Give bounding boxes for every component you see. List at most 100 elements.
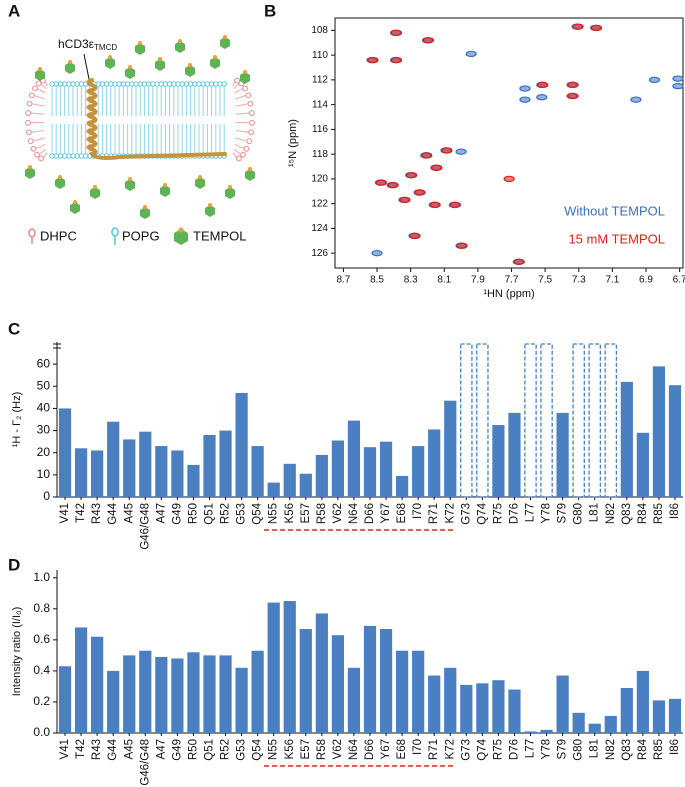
dhpc-head [27, 138, 34, 145]
peak [672, 82, 684, 90]
x-tick-label: K56 [284, 739, 296, 759]
dhpc-tail [30, 112, 45, 115]
legend-text: POPG [122, 228, 160, 243]
dhpc-head [25, 129, 32, 136]
bar [235, 667, 248, 733]
legend-text: DHPC [40, 228, 77, 243]
tempol-nitroxide [228, 185, 232, 189]
x-tick-label: R75 [492, 739, 504, 760]
x-tick-label: Y67 [380, 739, 392, 759]
bar [74, 448, 88, 497]
legend-text: TEMPOL [193, 228, 246, 243]
legend-text: Without TEMPOL [564, 203, 665, 218]
y-tick-label: 0.2 [33, 694, 50, 708]
x-tick-label: R50 [187, 503, 199, 524]
peak [536, 94, 548, 101]
tempol [160, 185, 170, 197]
x-tick-label: A47 [155, 739, 167, 759]
peak [567, 81, 579, 89]
tempol [240, 72, 250, 84]
bar [155, 656, 168, 733]
bar [315, 613, 328, 733]
x-tick-label: R58 [316, 503, 328, 524]
peak [399, 196, 411, 204]
x-tick-label: R52 [220, 739, 232, 760]
bar [171, 658, 184, 733]
tempol [210, 57, 220, 69]
y-tick-label: 40 [37, 401, 51, 415]
x-tick-label: I86 [669, 739, 681, 755]
bar [652, 366, 666, 497]
dhpc-tail [40, 83, 47, 90]
bar [492, 425, 505, 497]
lipid-head [221, 81, 227, 87]
y-tick-label: 108 [311, 25, 328, 36]
panel-label: D [8, 555, 20, 574]
popg-icon [111, 227, 119, 237]
dhpc-tail [33, 94, 46, 100]
dhpc-tail [235, 130, 250, 133]
dhpc-tail [235, 112, 250, 115]
bar [412, 650, 425, 733]
y-tick-label: 0.8 [33, 601, 50, 615]
x-tick-label: 7.7 [505, 275, 519, 286]
y-tick-label: 10 [37, 467, 51, 481]
y-tick-label: 30 [37, 423, 51, 437]
peak [648, 76, 661, 84]
bar [299, 628, 312, 733]
dhpc-tail [32, 137, 45, 142]
x-tick-label: G80 [573, 503, 585, 525]
x-tick-label: G80 [573, 739, 585, 761]
peak [567, 92, 579, 100]
bar [604, 715, 617, 733]
peak [390, 29, 403, 37]
y-tick-label: 0.4 [33, 663, 50, 677]
peak [441, 147, 453, 154]
dhpc-icon [28, 228, 36, 238]
x-tick-label: T42 [75, 739, 87, 759]
dhpc-tail [30, 130, 45, 133]
x-tick-label: E68 [396, 503, 408, 523]
y-tick-label: 116 [312, 124, 328, 135]
x-tick-label: S79 [557, 739, 569, 759]
tempol-nitroxide [243, 70, 247, 74]
bar [347, 420, 361, 497]
tempol-nitroxide [138, 41, 142, 45]
x-tick-label: T42 [75, 503, 87, 523]
bar [123, 439, 136, 497]
x-tick-label: N82 [605, 739, 617, 760]
peak [422, 37, 435, 44]
dhpc-tail [233, 83, 240, 90]
offscale-bar [460, 343, 473, 498]
dhpc-head [25, 119, 31, 126]
bar [412, 446, 425, 497]
tempol [135, 43, 145, 55]
x-tick-label: Q51 [204, 739, 216, 761]
x-tick-label: L77 [525, 739, 537, 758]
peak [367, 56, 379, 64]
x-tick-label: Q54 [252, 738, 264, 760]
x-tick-label: Q54 [252, 502, 264, 524]
x-tick-label: 6.9 [639, 275, 653, 286]
bar [636, 432, 649, 497]
tempol-nitroxide [93, 185, 97, 189]
bar [668, 698, 682, 733]
y-tick-label: 118 [312, 149, 328, 160]
x-tick-label: V62 [332, 503, 344, 523]
panel-label: B [264, 1, 276, 20]
x-tick-label: V41 [59, 739, 71, 759]
protein [86, 78, 227, 160]
tempol-nitroxide [198, 175, 202, 179]
x-tick-label: Q51 [204, 503, 216, 525]
dhpc-head [35, 80, 42, 87]
bar [267, 602, 280, 733]
x-tick-label: K56 [284, 503, 296, 523]
bar [379, 441, 393, 497]
x-tick-label: 7.1 [605, 275, 619, 286]
x-tick-label: R52 [220, 503, 232, 524]
diagram-legend: DHPC POPG TEMPOL [28, 227, 246, 245]
tempol [185, 65, 195, 77]
peak [590, 24, 603, 32]
dhpc-tail [234, 144, 245, 150]
tempol-nitroxide [208, 203, 212, 207]
